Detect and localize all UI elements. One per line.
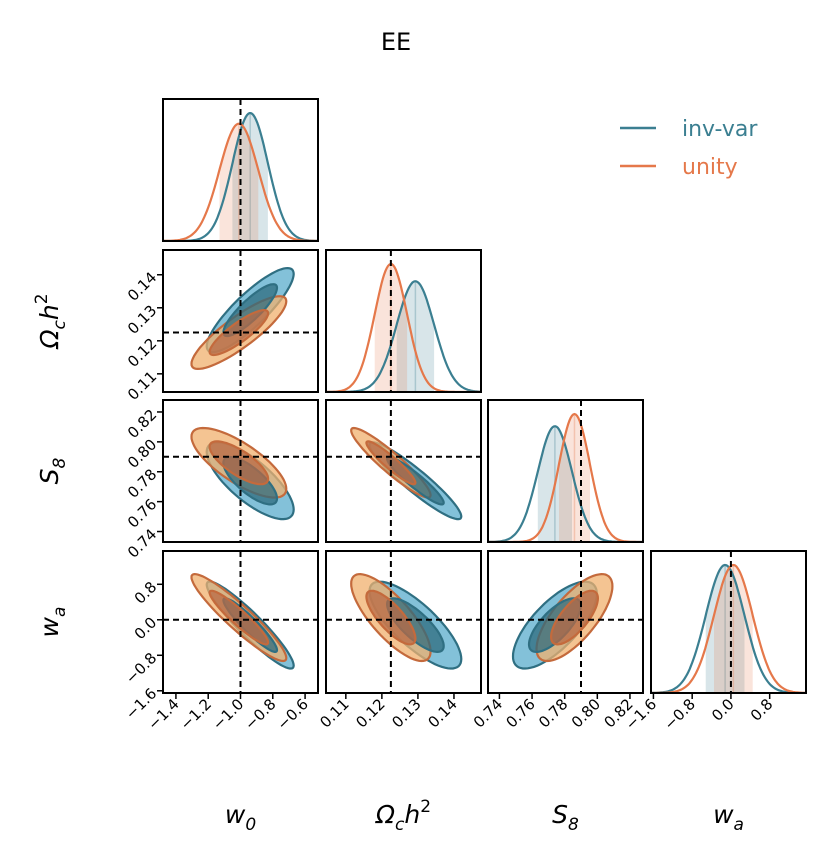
legend-label-inv-var: inv-var <box>682 117 758 142</box>
y-axis-label-omch2: Ωch2 <box>32 293 70 349</box>
marginal-curve-inv_var <box>651 563 806 693</box>
panel-content <box>163 99 318 241</box>
axis-label-h: h <box>35 304 64 320</box>
x-tick-label: 0.74 <box>470 695 506 731</box>
y-tick-label: 0.13 <box>124 301 160 337</box>
y-axis-label-wa: wa <box>35 607 70 638</box>
band-68-unity <box>219 123 259 241</box>
x-tick-label: 0.8 <box>747 695 777 725</box>
panel-content <box>326 551 481 693</box>
contour-68-unity <box>208 440 270 486</box>
x-axis-label-wa: wa <box>713 800 744 835</box>
x-tick-label: −0.6 <box>273 695 311 733</box>
band-68-inv_var <box>705 565 745 693</box>
x-tick-label: −0.8 <box>241 695 279 733</box>
panel-frame <box>162 249 319 393</box>
axis-label-symbol: Ω <box>375 800 395 829</box>
y-tick-label: 0.74 <box>124 525 160 561</box>
panel-S8-S8 <box>487 399 644 543</box>
x-tick-label: 0.14 <box>424 695 460 731</box>
panel-frame <box>487 550 644 694</box>
axis-label-superscript: 2 <box>32 293 52 304</box>
panel-content <box>163 250 318 392</box>
x-tick-label: 0.12 <box>352 695 388 731</box>
panel-content <box>163 551 318 693</box>
panel-frame <box>325 399 482 543</box>
legend-label-unity: unity <box>682 155 738 180</box>
y-tick-label: 0.78 <box>124 465 160 501</box>
panel-frame <box>162 98 319 242</box>
legend: inv-var unity <box>620 117 758 180</box>
panel-omch2-w0: 0.110.120.130.14 <box>124 249 319 404</box>
axis-label-symbol: w <box>713 800 734 829</box>
panel-content <box>326 250 481 392</box>
axis-label-symbol: Ω <box>35 329 64 349</box>
x-tick-label: 0.13 <box>388 695 424 731</box>
axis-label-symbol: S <box>35 468 64 484</box>
panel-content <box>651 551 806 693</box>
panel-grid: 0.110.120.130.140.740.760.780.800.82−1.6… <box>32 98 807 835</box>
x-tick-label: 0.11 <box>316 695 352 731</box>
y-tick-label: 0.8 <box>131 578 161 608</box>
x-tick-label: 0.0 <box>708 695 738 725</box>
panel-content <box>326 400 481 542</box>
axis-label-symbol: S <box>552 800 568 829</box>
y-tick-label: 0.12 <box>124 334 160 370</box>
panel-content <box>163 400 318 542</box>
panel-S8-omch2 <box>325 399 482 543</box>
y-tick-label: −0.8 <box>122 649 160 687</box>
x-tick-label: 0.76 <box>503 695 539 731</box>
x-tick-label: −0.8 <box>661 695 699 733</box>
axis-label-subscript: c <box>395 815 405 835</box>
contour-68-unity <box>208 589 270 646</box>
panel-content <box>488 551 643 693</box>
panel-w0-w0 <box>162 98 319 242</box>
y-tick-label: 0.11 <box>124 367 160 403</box>
panel-omch2-omch2 <box>325 249 482 393</box>
x-tick-label: −1.2 <box>177 695 215 733</box>
x-axis-label-S8: S8 <box>552 800 579 835</box>
x-axis-label-omch2: Ωch2 <box>375 797 431 835</box>
axis-label-symbol: w <box>35 616 64 637</box>
contour-68-unity <box>365 589 417 646</box>
y-tick-label: 0.0 <box>131 613 161 643</box>
marginal-curve-unity <box>651 563 806 693</box>
axis-label-symbol: w <box>225 800 246 829</box>
x-tick-label: −1.0 <box>209 695 247 733</box>
panel-frame <box>325 249 482 393</box>
x-tick-label: 0.80 <box>568 695 604 731</box>
panel-content <box>488 400 643 542</box>
y-tick-label: 0.76 <box>124 495 160 531</box>
panel-wa-w0: −1.6−0.80.00.8−1.4−1.2−1.0−0.8−0.6 <box>122 550 319 734</box>
axis-label-superscript: 2 <box>420 797 431 817</box>
band-68-unity <box>374 264 408 392</box>
axis-label-subscript: c <box>50 319 70 329</box>
contour-68-unity <box>549 589 600 646</box>
panel-S8-w0: 0.740.760.780.800.82 <box>124 399 319 562</box>
y-tick-label: 0.80 <box>124 435 160 471</box>
band-68-unity <box>714 565 753 693</box>
panel-wa-wa: −1.6 −0.8 0.0 0.8 <box>622 550 807 734</box>
axis-label-subscript: 8 <box>568 815 579 835</box>
axis-label-h: h <box>404 800 420 829</box>
panel-frame <box>650 550 807 694</box>
x-tick-label: 0.78 <box>535 695 571 731</box>
y-axis-label-S8: S8 <box>35 457 70 484</box>
panel-frame <box>325 550 482 694</box>
panel-wa-S8: 0.740.760.780.800.82 <box>470 550 644 731</box>
y-tick-label: 0.14 <box>124 268 160 304</box>
axis-label-subscript: a <box>734 815 744 835</box>
axis-label-subscript: 8 <box>50 457 70 468</box>
chart-title: EE <box>381 28 411 56</box>
y-tick-label: 0.82 <box>124 406 160 442</box>
panel-wa-omch2: 0.11 0.12 0.13 0.14 <box>316 550 482 731</box>
x-axis-label-w0: w0 <box>225 800 256 835</box>
axis-label-subscript: a <box>50 607 70 617</box>
marginal-curve-unity <box>326 262 481 392</box>
panel-frame <box>487 399 644 543</box>
axis-label-subscript: 0 <box>245 815 256 835</box>
